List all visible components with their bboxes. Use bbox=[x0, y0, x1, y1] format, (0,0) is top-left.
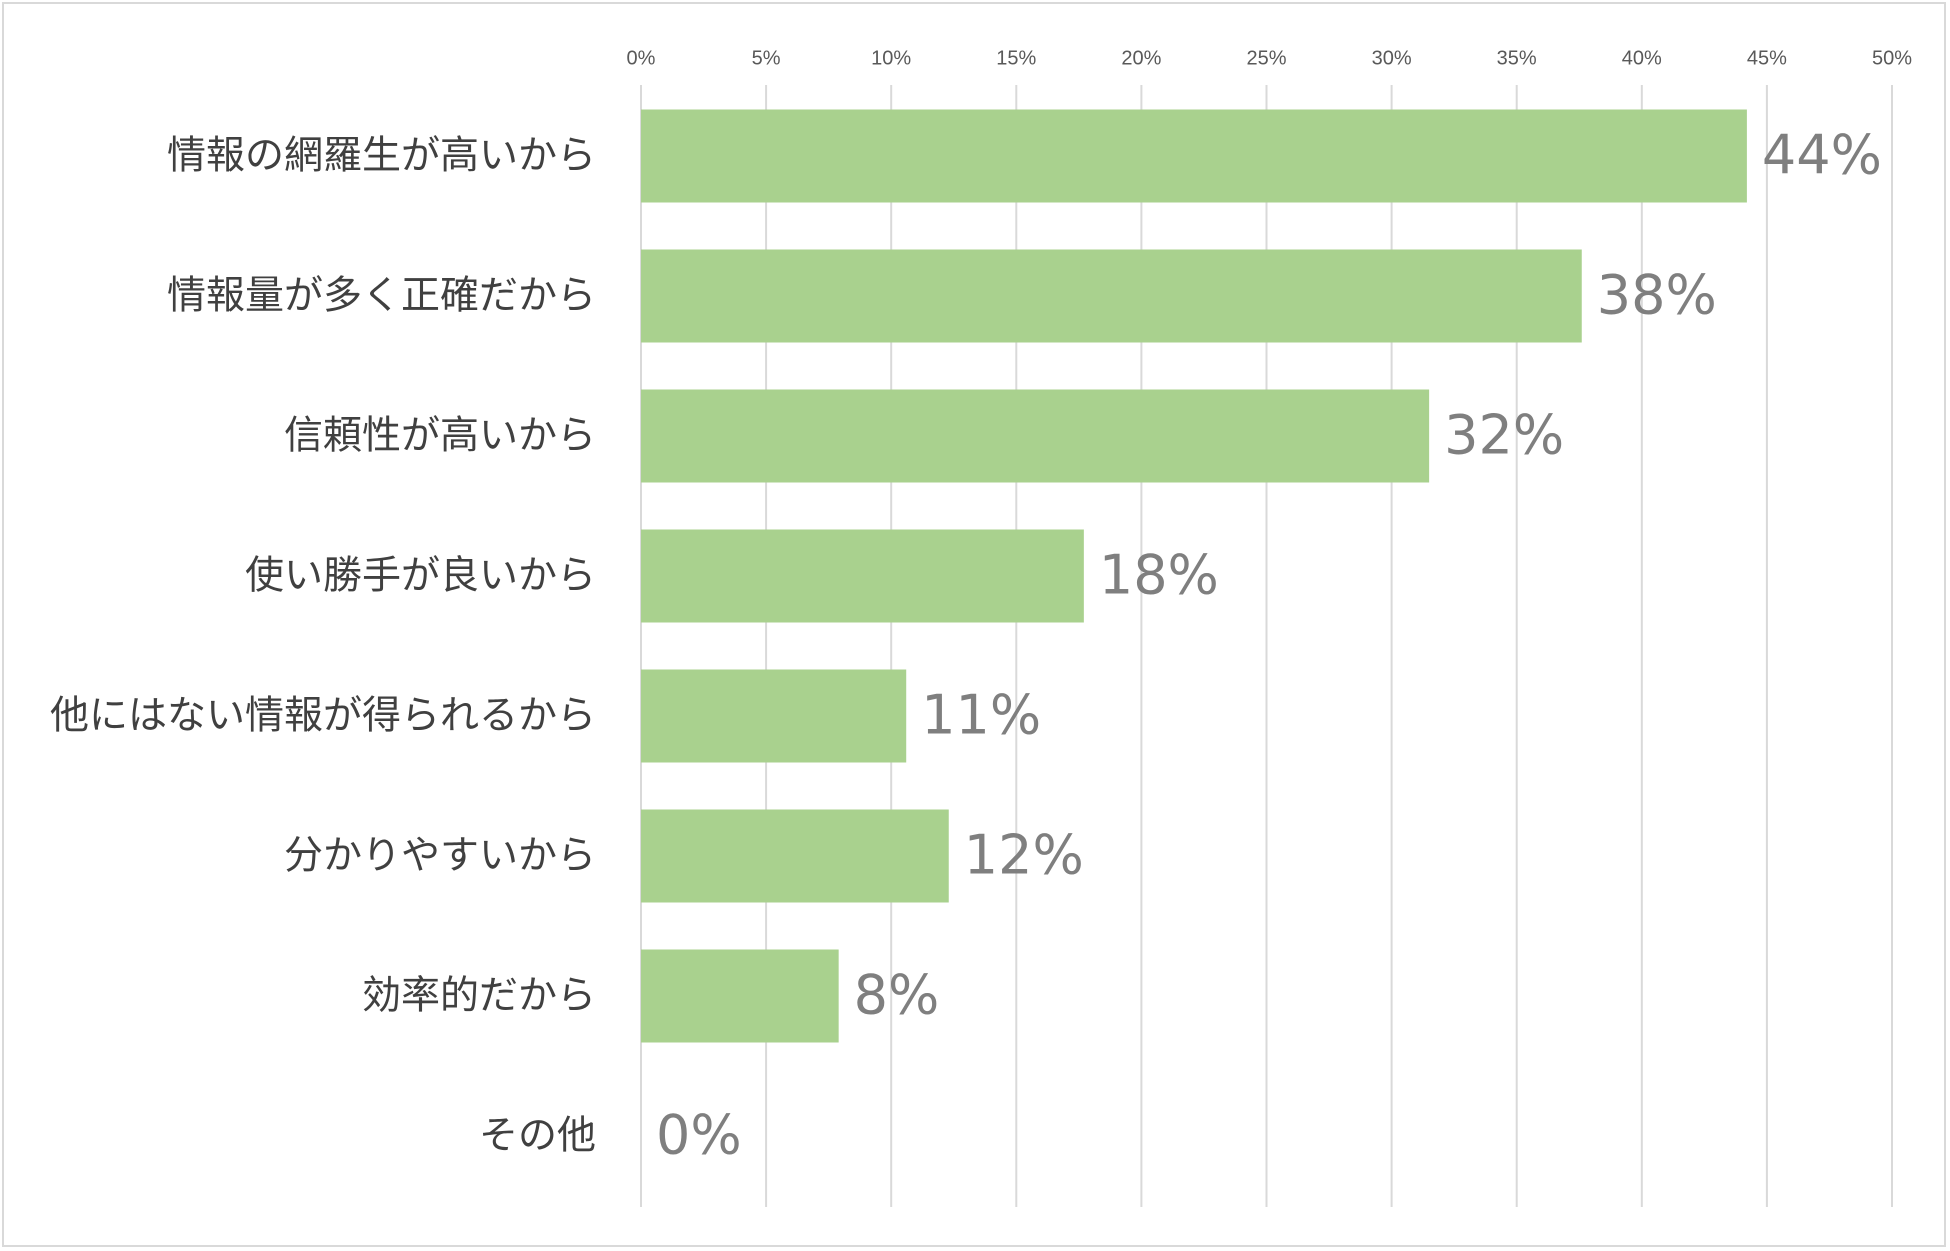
value-label: 18% bbox=[1099, 544, 1219, 607]
value-label: 32% bbox=[1444, 404, 1564, 467]
value-label: 38% bbox=[1597, 264, 1717, 327]
x-tick-label: 30% bbox=[1372, 47, 1412, 69]
category-label: 使い勝手が良いから bbox=[245, 554, 596, 599]
x-tick-label: 35% bbox=[1497, 47, 1537, 69]
category-label: 効率的だから bbox=[362, 974, 596, 1019]
x-tick-label: 50% bbox=[1872, 47, 1912, 69]
x-tick-label: 0% bbox=[627, 47, 656, 69]
value-labels: 44% 38% 32% 18% 11% 12% 8% 0% bbox=[656, 124, 1882, 1167]
x-tick-label: 45% bbox=[1747, 47, 1787, 69]
bar bbox=[641, 949, 839, 1043]
bar bbox=[641, 809, 949, 903]
x-axis-ticks: 0% 5% 10% 15% 20% 25% 30% 35% 40% 45% 50% bbox=[627, 47, 1913, 69]
x-tick-label: 10% bbox=[871, 47, 911, 69]
value-label: 44% bbox=[1762, 124, 1882, 187]
bar bbox=[641, 669, 907, 763]
x-tick-label: 5% bbox=[752, 47, 781, 69]
x-tick-label: 40% bbox=[1622, 47, 1662, 69]
bar bbox=[641, 529, 1084, 623]
bar bbox=[641, 109, 1747, 203]
category-label: 信頼性が高いから bbox=[284, 414, 596, 459]
value-label: 8% bbox=[854, 964, 940, 1027]
bar bbox=[641, 389, 1430, 483]
x-tick-label: 25% bbox=[1246, 47, 1286, 69]
x-tick-label: 15% bbox=[996, 47, 1036, 69]
bars bbox=[641, 109, 1747, 1043]
category-labels: 情報の網羅生が高いから情報量が多く正確だから信頼性が高いから使い勝手が良いから他… bbox=[50, 134, 596, 1159]
value-label: 11% bbox=[921, 684, 1041, 747]
category-label: 情報の網羅生が高いから bbox=[167, 134, 596, 179]
x-tick-label: 20% bbox=[1121, 47, 1161, 69]
category-label: 情報量が多く正確だから bbox=[167, 274, 596, 319]
bar bbox=[641, 249, 1582, 343]
value-label: 0% bbox=[656, 1104, 742, 1167]
value-label: 12% bbox=[964, 824, 1084, 887]
category-label: 他にはない情報が得られるから bbox=[50, 694, 596, 739]
category-label: 分かりやすいから bbox=[284, 834, 596, 879]
category-label: その他 bbox=[479, 1114, 596, 1159]
